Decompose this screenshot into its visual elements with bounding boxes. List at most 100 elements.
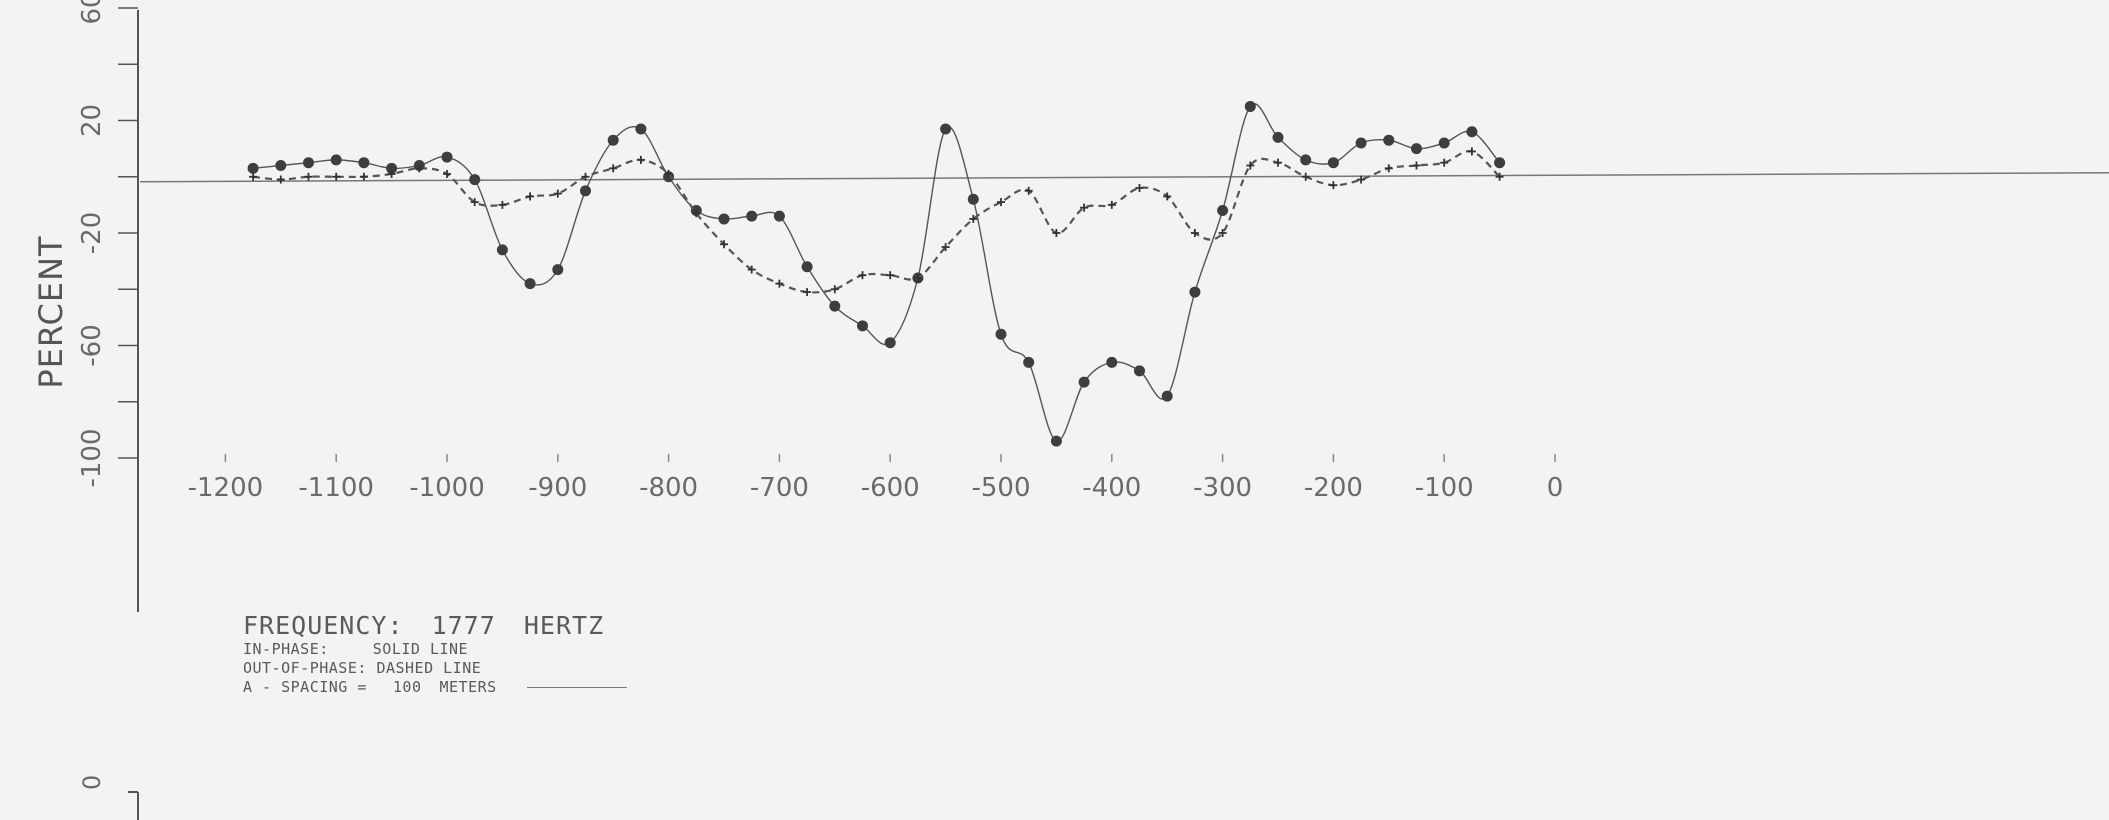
spacing-label: A - SPACING = [243, 678, 367, 696]
in-phase-point [607, 134, 619, 146]
out-of-phase-point [1218, 229, 1227, 237]
out-of-phase-point [720, 240, 728, 249]
out-of-phase-point [1384, 164, 1393, 173]
out-of-phase-point [775, 279, 784, 288]
x-tick-label: -800 [639, 473, 698, 503]
out-of-phase-point [1052, 229, 1061, 237]
y-tick-label: -60 [77, 324, 107, 366]
out-of-phase-point [1357, 175, 1366, 184]
in-phase-point [552, 264, 564, 276]
out-of-phase-point [803, 288, 812, 297]
out-of-phase-point [415, 164, 424, 173]
in-phase-point [1494, 157, 1506, 169]
in-phase-point [1466, 126, 1478, 138]
out-of-phase-point [276, 175, 285, 184]
out-of-phase-point [443, 169, 451, 178]
out-of-phase-point [636, 155, 645, 164]
out-of-phase-point [304, 172, 313, 181]
x-tick-label: -700 [750, 473, 809, 503]
in-phase-value: SOLID LINE [372, 640, 469, 658]
spacing-value: 100 [392, 678, 422, 696]
out-of-phase-point [1080, 203, 1089, 212]
y-tick-label: -20 [77, 212, 107, 254]
legend-out-of-phase: OUT-OF-PHASE: DASHED LINE [243, 659, 627, 678]
out-of-phase-point [249, 172, 258, 181]
in-phase-point [1438, 137, 1450, 149]
x-ticks: -1200 -1100 -1000 -900 -800 -700 -600 -500 -400-… [188, 454, 1564, 503]
in-phase-point [358, 157, 370, 169]
in-phase-point [496, 244, 508, 256]
out-of-phase-point [1163, 192, 1172, 201]
in-phase-point [330, 154, 342, 166]
spacing-scale-bar [526, 687, 627, 688]
in-phase-point [1134, 365, 1145, 377]
out-of-phase-point [997, 198, 1005, 207]
in-phase-point [441, 151, 453, 163]
out-of-phase-point [526, 192, 535, 201]
out-of-phase-point [1495, 172, 1504, 181]
in-phase-point [1161, 390, 1173, 402]
x-tick-label: -900 [528, 473, 587, 503]
out-of-phase-point [359, 172, 368, 181]
out-of-phase-line [252, 150, 1501, 294]
series-in-phase [247, 100, 1506, 447]
in-phase-point [718, 213, 730, 225]
x-tick-label: -400 [1082, 473, 1141, 503]
in-phase-point [940, 123, 952, 135]
out-of-phase-point [1024, 186, 1033, 195]
in-phase-point [801, 261, 813, 273]
in-phase-point [1023, 356, 1035, 368]
out-of-phase-point [553, 189, 562, 198]
out-of-phase-point [1329, 181, 1338, 190]
in-phase-point [1050, 435, 1062, 447]
in-phase-line [253, 103, 1501, 442]
in-phase-point [1189, 286, 1201, 298]
x-tick-label: -100 [1415, 473, 1474, 503]
out-of-phase-point [1467, 147, 1476, 156]
out-of-phase-point [858, 271, 867, 280]
out-of-phase-point [1135, 184, 1144, 192]
in-phase-point [1355, 137, 1367, 149]
in-phase-point [746, 210, 758, 222]
in-phase-point [857, 320, 868, 332]
second-axis-fragment [128, 791, 139, 820]
in-phase-point [580, 185, 591, 197]
in-phase-point [1383, 134, 1395, 146]
in-phase-point [829, 300, 841, 312]
x-tick-label: -1100 [298, 473, 374, 503]
in-phase-point [1244, 100, 1256, 112]
in-phase-point [1327, 157, 1339, 169]
out-of-phase-point [1301, 172, 1310, 181]
legend-frequency: FREQUENCY: 1777 HERTZ [243, 612, 627, 640]
out-of-phase-point [1412, 161, 1421, 170]
out-of-phase-point [1274, 158, 1282, 167]
y-tick-label: 20 [77, 104, 107, 137]
frequency-unit: HERTZ [523, 611, 605, 640]
x-tick-label: 0 [1547, 473, 1564, 503]
y-axis-label: PERCENT [32, 235, 70, 388]
y-ticks: 60 20 -20 -60 -100 [77, 0, 138, 488]
in-phase-label: IN-PHASE: [243, 640, 329, 658]
out-of-phase-point [332, 172, 341, 181]
out-of-phase-point [886, 271, 895, 280]
in-phase-point [635, 123, 647, 135]
out-of-phase-point [1190, 229, 1199, 237]
legend-in-phase: IN-PHASE: SOLID LINE [243, 640, 627, 659]
frequency-value: 1777 [431, 611, 496, 640]
x-tick-label: -1000 [409, 473, 485, 503]
in-phase-point [275, 160, 287, 171]
frequency-label: FREQUENCY: [243, 611, 404, 640]
x-tick-label: -1200 [188, 473, 264, 503]
x-tick-label: -500 [971, 473, 1030, 503]
out-of-phase-point [581, 172, 590, 181]
out-of-phase-point [747, 265, 756, 274]
out-of-phase-point [941, 243, 950, 252]
in-phase-point [247, 162, 259, 174]
out-of-phase-point [969, 214, 978, 223]
in-phase-point [995, 328, 1007, 340]
legend-spacing: A - SPACING = 100 METERS [243, 678, 627, 697]
in-phase-point [1106, 356, 1118, 368]
in-phase-point [303, 157, 314, 169]
out-of-phase-point [498, 200, 507, 209]
